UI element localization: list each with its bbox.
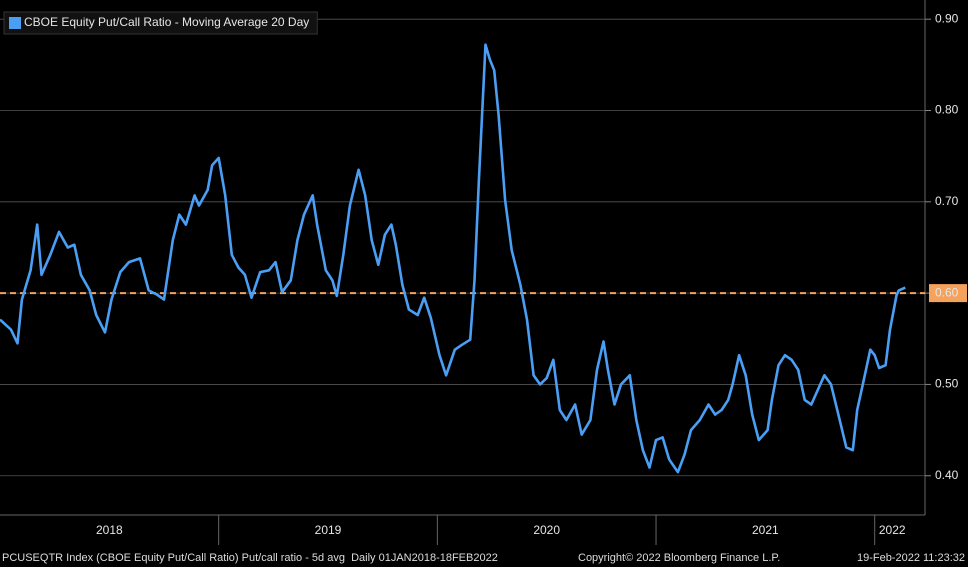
footer-timestamp: 19-Feb-2022 11:23:32: [857, 552, 965, 564]
x-tick-label: 2019: [315, 523, 342, 537]
x-tick-label: 2018: [96, 523, 123, 537]
x-tick-label: 2022: [879, 523, 906, 537]
y-tick-label: 0.90: [935, 11, 959, 25]
x-tick-label: 2021: [752, 523, 779, 537]
y-tick-label: 0.50: [935, 377, 959, 391]
footer-copyright: Copyright© 2022 Bloomberg Finance L.P.: [578, 552, 780, 564]
y-tick-label: 0.70: [935, 194, 959, 208]
legend: CBOE Equity Put/Call Ratio - Moving Aver…: [3, 11, 318, 35]
y-tick-label: 0.80: [935, 103, 959, 117]
last-value-label: 0.60: [935, 285, 959, 299]
series-line: [0, 43, 906, 474]
legend-background: [3, 11, 318, 35]
y-tick-label: 0.40: [935, 468, 959, 482]
x-tick-label: 2020: [533, 523, 560, 537]
last-value-box: [929, 284, 967, 303]
legend-swatch: [9, 17, 21, 29]
legend-label: CBOE Equity Put/Call Ratio - Moving Aver…: [24, 15, 309, 29]
footer-description: PCUSEQTR Index (CBOE Equity Put/Call Rat…: [2, 552, 498, 564]
